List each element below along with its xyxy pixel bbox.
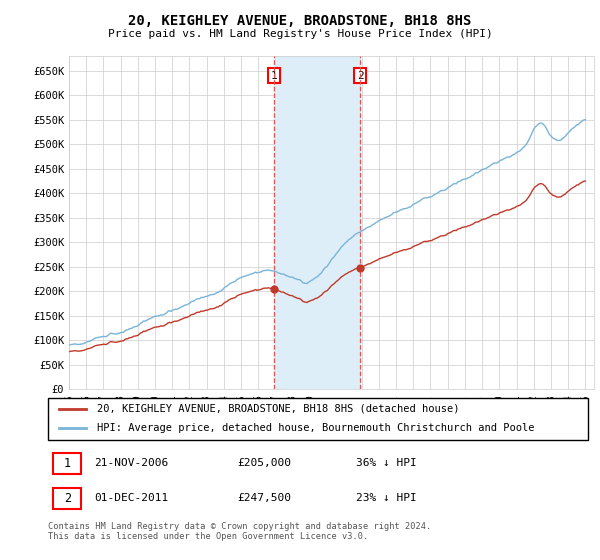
Bar xyxy=(53,452,82,474)
Text: Contains HM Land Registry data © Crown copyright and database right 2024.
This d: Contains HM Land Registry data © Crown c… xyxy=(48,522,431,542)
Text: 1: 1 xyxy=(64,457,71,470)
Text: HPI: Average price, detached house, Bournemouth Christchurch and Poole: HPI: Average price, detached house, Bour… xyxy=(97,423,534,433)
Text: 23% ↓ HPI: 23% ↓ HPI xyxy=(356,493,416,503)
Text: 1: 1 xyxy=(271,71,277,81)
Text: 2: 2 xyxy=(64,492,71,505)
Text: 01-DEC-2011: 01-DEC-2011 xyxy=(94,493,168,503)
Text: £205,000: £205,000 xyxy=(237,459,291,468)
Text: 21-NOV-2006: 21-NOV-2006 xyxy=(94,459,168,468)
Bar xyxy=(53,488,82,509)
Text: 2: 2 xyxy=(357,71,364,81)
Text: 36% ↓ HPI: 36% ↓ HPI xyxy=(356,459,416,468)
Text: £247,500: £247,500 xyxy=(237,493,291,503)
Text: 20, KEIGHLEY AVENUE, BROADSTONE, BH18 8HS (detached house): 20, KEIGHLEY AVENUE, BROADSTONE, BH18 8H… xyxy=(97,404,459,414)
Bar xyxy=(274,56,360,389)
Text: Price paid vs. HM Land Registry's House Price Index (HPI): Price paid vs. HM Land Registry's House … xyxy=(107,29,493,39)
Text: 20, KEIGHLEY AVENUE, BROADSTONE, BH18 8HS: 20, KEIGHLEY AVENUE, BROADSTONE, BH18 8H… xyxy=(128,14,472,28)
